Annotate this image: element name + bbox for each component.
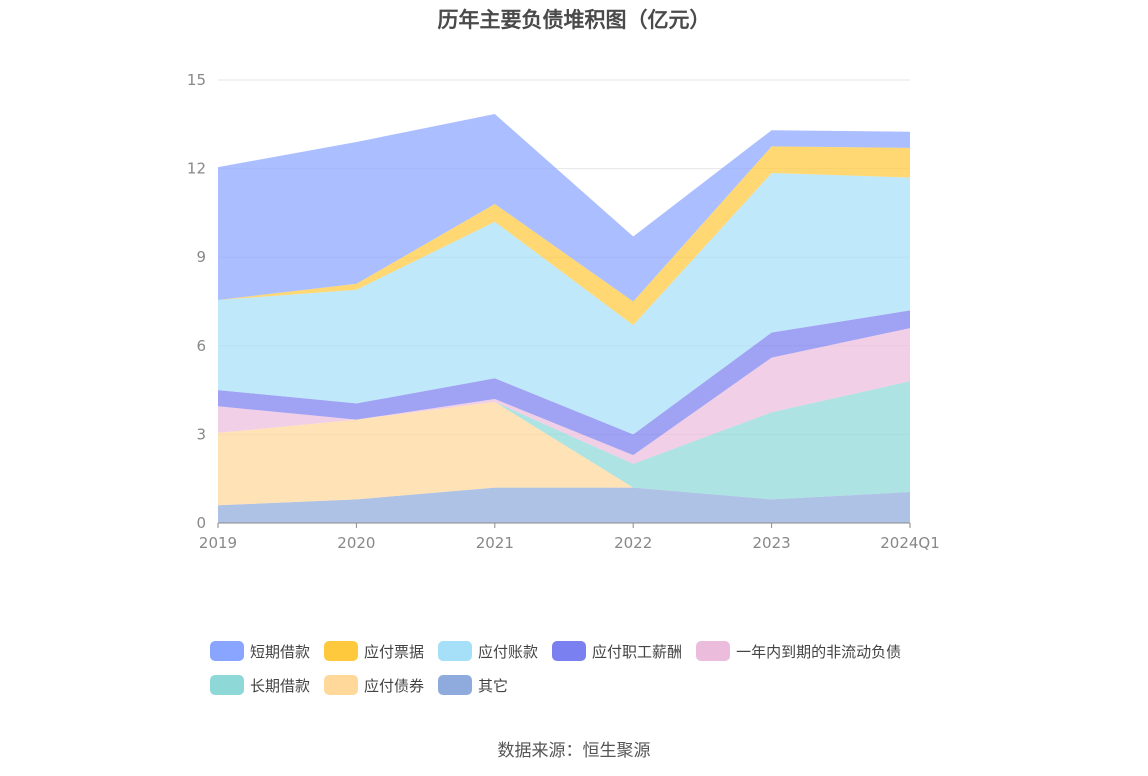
area-其它: [218, 487, 910, 523]
x-tick-label: 2022: [614, 534, 652, 552]
x-tick-label: 2023: [753, 534, 791, 552]
legend-label: 应付债券: [364, 676, 425, 695]
x-tick-label: 2021: [476, 534, 514, 552]
x-tick-label: 2020: [337, 534, 375, 552]
legend-item[interactable]: 应付账款: [438, 640, 538, 662]
legend: 短期借款 应付票据 应付账款 应付职工薪酬 一年内到期的非流动负债长期借款 应付债券 其它: [210, 640, 970, 696]
stacked-area-chart: 0 3 6 9 12 15 2019 2020 2021 2022 2023 2024Q1: [187, 71, 940, 552]
legend-item[interactable]: 一年内到期的非流动负债: [696, 640, 901, 662]
area-应付账款: [218, 173, 910, 435]
legend-item[interactable]: 应付职工薪酬: [552, 640, 682, 662]
legend-item[interactable]: 其它: [438, 674, 508, 696]
legend-item[interactable]: 长期借款: [210, 674, 310, 696]
legend-label: 短期借款: [250, 642, 311, 661]
chart-title: 历年主要负债堆积图（亿元）: [437, 8, 711, 32]
legend-label: 应付票据: [364, 642, 425, 661]
y-tick-label: 9: [196, 248, 206, 266]
legend-swatch: [210, 675, 244, 695]
legend-swatch: [324, 641, 359, 661]
y-tick-label: 0: [196, 514, 206, 532]
area-一年内到期的非流动负债: [218, 328, 910, 464]
legend-item[interactable]: 应付债券: [324, 674, 424, 696]
axes: 0 3 6 9 12 15 2019 2020 2021 2022 2023 2024Q1: [187, 71, 940, 552]
area-应付票据: [218, 146, 910, 326]
legend-label: 应付账款: [478, 642, 539, 661]
source-text: 数据来源：恒生聚源: [497, 741, 651, 761]
area-应付职工薪酬: [218, 310, 910, 456]
y-tick-label: 15: [187, 71, 206, 89]
y-tick-label: 12: [187, 160, 206, 178]
area-长期借款: [218, 381, 910, 500]
legend-swatch: [552, 641, 587, 661]
legend-swatch: [324, 675, 359, 695]
legend-label: 长期借款: [250, 676, 311, 695]
area-series: [218, 114, 910, 523]
y-tick-label: 6: [196, 337, 206, 355]
legend-item[interactable]: 短期借款: [210, 640, 310, 662]
legend-swatch: [696, 641, 731, 661]
x-tick-label: 2019: [199, 534, 237, 552]
legend-label: 其它: [478, 676, 509, 695]
legend-swatch: [438, 675, 473, 695]
legend-swatch: [438, 641, 473, 661]
area-应付债券: [218, 401, 910, 506]
area-短期借款: [218, 114, 910, 302]
y-tick-label: 3: [196, 425, 206, 443]
legend-swatch: [210, 641, 244, 661]
x-tick-label: 2024Q1: [880, 534, 940, 552]
legend-item[interactable]: 应付票据: [324, 640, 424, 662]
legend-label: 一年内到期的非流动负债: [736, 642, 902, 661]
legend-label: 应付职工薪酬: [592, 642, 683, 661]
